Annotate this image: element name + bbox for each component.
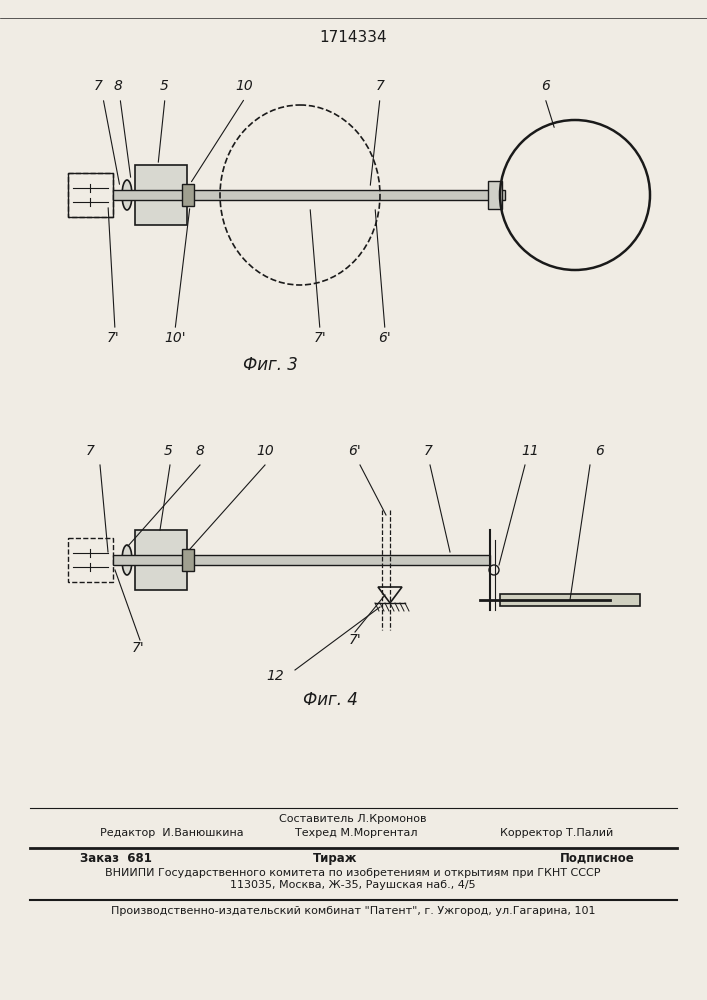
Text: 7: 7 — [93, 79, 103, 93]
Text: 6: 6 — [595, 444, 604, 458]
Text: Техред М.Моргентал: Техред М.Моргентал — [295, 828, 418, 838]
Text: 7: 7 — [86, 444, 95, 458]
Bar — [68, 173, 113, 217]
Ellipse shape — [122, 545, 132, 575]
Bar — [500, 594, 640, 606]
Text: Корректор Т.Палий: Корректор Т.Палий — [500, 828, 613, 838]
Bar — [68, 538, 113, 582]
Text: 11: 11 — [521, 444, 539, 458]
Text: Составитель Л.Кромонов: Составитель Л.Кромонов — [279, 814, 427, 824]
Text: 7: 7 — [423, 444, 433, 458]
Bar — [135, 165, 187, 225]
Text: 5: 5 — [160, 79, 168, 93]
Text: 7': 7' — [349, 633, 361, 647]
Text: 8: 8 — [114, 79, 122, 93]
Text: 113035, Москва, Ж-35, Раушская наб., 4/5: 113035, Москва, Ж-35, Раушская наб., 4/5 — [230, 880, 476, 890]
Text: Фиг. 3: Фиг. 3 — [243, 356, 298, 374]
Text: Производственно-издательский комбинат "Патент", г. Ужгород, ул.Гагарина, 101: Производственно-издательский комбинат "П… — [111, 906, 595, 916]
Text: 12: 12 — [266, 669, 284, 683]
Text: 6: 6 — [542, 79, 551, 93]
Text: Подписное: Подписное — [560, 852, 635, 865]
Text: 6': 6' — [349, 444, 361, 458]
Text: 7: 7 — [375, 79, 385, 93]
Text: 10: 10 — [235, 79, 253, 93]
Bar — [182, 184, 194, 206]
Text: Заказ  681: Заказ 681 — [80, 852, 152, 865]
Text: Фиг. 4: Фиг. 4 — [303, 691, 358, 709]
Bar — [488, 181, 502, 209]
Bar — [182, 549, 194, 571]
Bar — [113, 190, 505, 200]
Bar — [113, 555, 490, 565]
Text: Тираж: Тираж — [312, 852, 357, 865]
Text: 10': 10' — [164, 331, 186, 345]
Text: ВНИИПИ Государственного комитета по изобретениям и открытиям при ГКНТ СССР: ВНИИПИ Государственного комитета по изоб… — [105, 868, 601, 878]
Text: 8: 8 — [196, 444, 204, 458]
Text: 1714334: 1714334 — [319, 30, 387, 45]
Bar — [135, 530, 187, 590]
Text: 7': 7' — [107, 331, 119, 345]
Text: 7': 7' — [314, 331, 327, 345]
Ellipse shape — [122, 180, 132, 210]
Text: 10: 10 — [256, 444, 274, 458]
Text: 6': 6' — [379, 331, 392, 345]
Bar — [68, 173, 113, 217]
Text: Редактор  И.Ванюшкина: Редактор И.Ванюшкина — [100, 828, 244, 838]
Text: 5: 5 — [163, 444, 173, 458]
Text: 7': 7' — [132, 641, 144, 655]
